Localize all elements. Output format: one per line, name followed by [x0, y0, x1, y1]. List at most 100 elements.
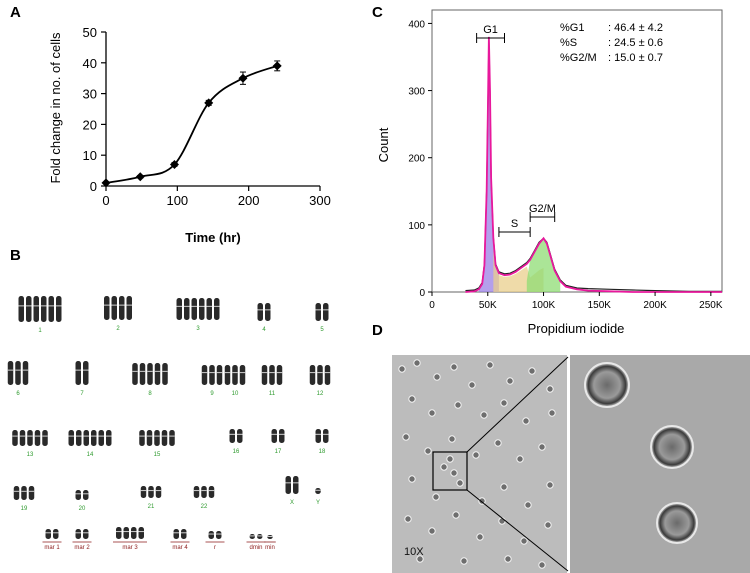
chromosome — [315, 488, 321, 494]
chromosome — [249, 534, 255, 539]
chromosome — [104, 296, 110, 320]
chromosome-label: 14 — [87, 452, 94, 458]
chromosome — [76, 430, 82, 446]
chromosome-label: 19 — [21, 506, 28, 512]
chromosome — [34, 430, 41, 446]
chromosome — [83, 430, 89, 446]
chromosome-label: 11 — [269, 391, 276, 397]
chromosome — [232, 365, 238, 385]
y-axis-label: Fold change in no. of cells — [48, 32, 63, 184]
gate-label: G2/M — [529, 203, 556, 215]
chromosome — [111, 296, 117, 320]
magnified-cell — [584, 362, 630, 408]
cell — [504, 555, 512, 563]
cell — [452, 511, 460, 519]
magnified-cell — [650, 425, 694, 469]
cell — [476, 533, 484, 541]
chromosome — [138, 527, 144, 539]
chromosome — [214, 298, 220, 320]
data-point — [272, 61, 282, 71]
chromosome-label: 21 — [148, 504, 155, 510]
y-tick-label: 50 — [83, 25, 97, 40]
stat-value-s: : 24.5 ± 0.6 — [608, 37, 663, 49]
chromosome — [91, 430, 97, 446]
chromosome — [146, 430, 153, 446]
chromosome — [27, 430, 33, 446]
chromosome-label: mar 1 — [44, 545, 60, 551]
chromosome — [139, 363, 146, 385]
chromosome — [53, 529, 59, 539]
model-fit-line — [465, 36, 722, 293]
y-tick-label: 100 — [408, 221, 425, 232]
chromosome — [106, 430, 112, 446]
chromosome — [193, 486, 200, 498]
chromosome — [169, 430, 175, 446]
cell — [494, 439, 502, 447]
cell — [428, 527, 436, 535]
chromosome — [75, 490, 81, 500]
chromosome — [19, 430, 26, 446]
panel-letter-c: C — [372, 4, 383, 21]
chromosome — [261, 365, 268, 385]
chromosome — [68, 430, 74, 446]
chromosome — [271, 429, 277, 443]
gate-label: S — [511, 218, 518, 230]
chromosome — [33, 296, 39, 322]
panel-letter-b: B — [10, 247, 21, 264]
chromosome — [131, 527, 137, 539]
y-tick-label: 0 — [419, 288, 425, 299]
chromosome — [123, 527, 129, 539]
y-tick-label: 40 — [83, 56, 97, 71]
magnified-cell — [656, 502, 698, 544]
cell — [454, 401, 462, 409]
chromosome-label: mar 2 — [74, 545, 90, 551]
growth-curve-chart: 0 100 200 300 0 10 20 30 40 50 Time (hr) Fold cha… — [48, 25, 331, 245]
data-point — [135, 172, 145, 182]
chromosome — [324, 365, 331, 385]
x-tick-label: 200K — [643, 300, 667, 311]
x-tick-label: 0 — [429, 300, 435, 311]
chromosome — [276, 365, 283, 385]
chromosome-label: 17 — [275, 449, 282, 455]
chromosome — [162, 363, 168, 385]
cell — [433, 373, 441, 381]
chromosome-label: 3 — [196, 326, 200, 332]
x-axis-label: Time (hr) — [185, 230, 240, 245]
chromosome — [147, 363, 153, 385]
chromosome-label: 1 — [38, 328, 42, 334]
x-tick-label: 0 — [102, 193, 109, 208]
cell — [544, 521, 552, 529]
chromosome-label: 2 — [116, 326, 120, 332]
stat-label-s: %S — [560, 37, 577, 49]
cell — [456, 479, 464, 487]
plot-frame — [431, 9, 723, 293]
chromosome — [216, 365, 223, 385]
chromosome — [209, 365, 215, 385]
chromosome — [208, 486, 215, 498]
cell — [404, 515, 412, 523]
data-point — [101, 178, 111, 188]
chromosome — [208, 531, 214, 539]
chromosome — [257, 534, 263, 539]
chromosome — [56, 296, 62, 322]
cell — [538, 443, 546, 451]
chromosome-label: 18 — [319, 449, 326, 455]
cell — [402, 433, 410, 441]
cell — [480, 411, 488, 419]
chromosome — [126, 296, 132, 320]
chromosome — [191, 298, 197, 320]
chromosome — [18, 296, 24, 322]
stat-value-g2m: : 15.0 ± 0.7 — [608, 52, 663, 64]
chromosome — [75, 529, 81, 539]
chromosome — [257, 303, 263, 321]
x-tick-label: 250K — [699, 300, 723, 311]
chromosome — [7, 361, 14, 385]
micrograph-image: 10X — [392, 355, 750, 573]
cell — [506, 377, 514, 385]
cell — [424, 447, 432, 455]
y-axis-label: Count — [376, 127, 391, 162]
chromosome — [83, 361, 89, 385]
chromosome — [154, 363, 161, 385]
chromosome — [45, 529, 51, 539]
chromosome-label: 15 — [154, 452, 161, 458]
